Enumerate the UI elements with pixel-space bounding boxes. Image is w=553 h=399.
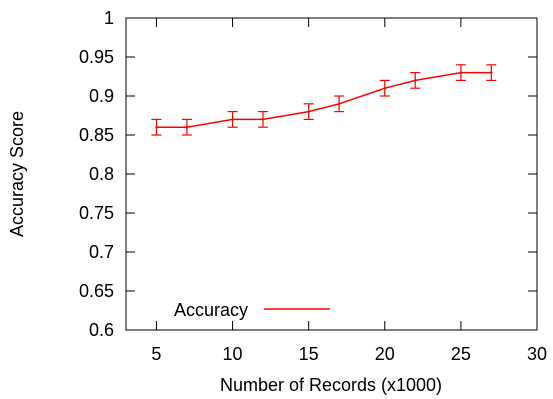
data-point [414, 79, 417, 82]
plot-frame [125, 17, 538, 331]
data-point [337, 102, 341, 106]
y-tick-label: 0.75 [79, 203, 114, 223]
y-tick-label: 0.65 [79, 281, 114, 301]
data-point [185, 126, 189, 129]
y-tick-label: 0.6 [89, 320, 114, 340]
y-tick-label: 0.7 [89, 242, 114, 262]
x-axis-label: Number of Records (x1000) [220, 375, 442, 395]
y-axis-label: Accuracy Score [7, 111, 27, 237]
data-point [261, 118, 265, 121]
y-tick-label: 0.85 [79, 125, 114, 145]
data-point [383, 87, 386, 90]
y-tick-label: 0.95 [79, 47, 114, 67]
series-line [156, 71, 492, 128]
x-tick-label: 5 [151, 344, 161, 364]
data-point [459, 71, 463, 74]
data-point [490, 71, 493, 74]
y-tick-label: 0.9 [89, 86, 114, 106]
x-tick-label: 15 [299, 344, 319, 364]
x-tick-label: 10 [223, 344, 243, 364]
legend-label: Accuracy [174, 300, 248, 320]
x-tick-label: 30 [527, 344, 547, 364]
series-layer [151, 64, 497, 136]
y-axis-ticks: 0.6 0.65 0.7 0.75 0.8 0.85 0.9 0.95 1 [79, 8, 537, 340]
y-tick-label: 0.8 [89, 164, 114, 184]
data-point [307, 110, 310, 113]
data-point [155, 126, 158, 129]
x-axis-ticks: 5 10 15 20 25 30 [151, 18, 547, 364]
x-tick-label: 25 [451, 344, 471, 364]
x-tick-label: 20 [375, 344, 395, 364]
data-point [231, 118, 234, 121]
legend: Accuracy [174, 300, 330, 320]
y-tick-label: 1 [104, 8, 114, 28]
